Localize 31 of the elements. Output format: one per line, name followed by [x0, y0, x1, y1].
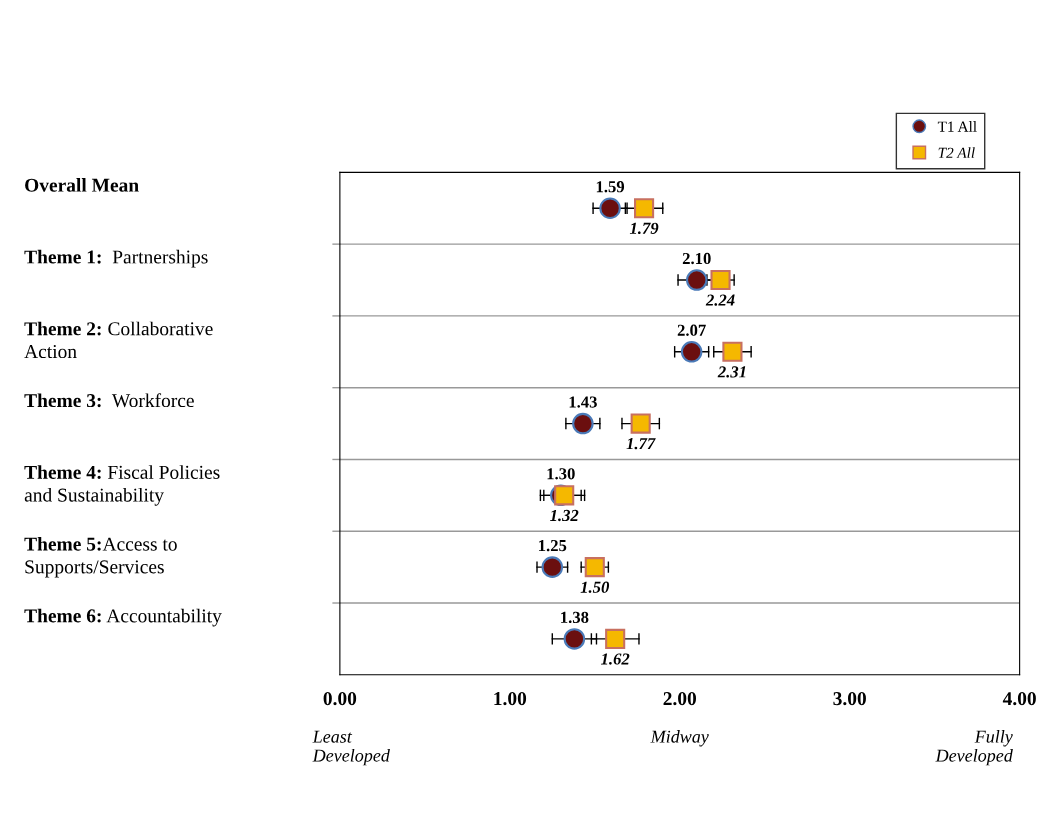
- y-tick-label: Theme 1: Partnerships: [24, 249, 208, 268]
- text: Least Developed: [312, 730, 390, 766]
- legend-label: T2 All: [938, 147, 975, 158]
- category-label: Theme 2: Collaborative Action: [24, 321, 213, 359]
- legend-label: T1 All: [937, 121, 977, 132]
- data-label: 1.25: [539, 540, 567, 552]
- text: Midway: [650, 730, 709, 747]
- data-label: 1.43: [569, 396, 597, 408]
- data-label: 2.24: [705, 294, 735, 306]
- y-tick-label: Theme 4: Fiscal Policies and Sustainability: [24, 465, 220, 506]
- data-label: 1.62: [600, 653, 630, 665]
- data-label: 2.31: [717, 366, 746, 378]
- data-label: 1.32: [550, 509, 579, 522]
- y-tick-label: Overall Mean: [25, 178, 139, 192]
- data-label: 1.59: [596, 181, 625, 193]
- x-tick-label: 0.00: [323, 692, 357, 706]
- data-label: 1.30: [547, 468, 575, 480]
- x-tick-label: 2.00: [663, 692, 697, 706]
- y-tick-label: Theme 5:Access to Supports/Services: [24, 536, 177, 578]
- y-tick-label: Theme 3: Workforce: [24, 393, 194, 408]
- x-tick-label: 3.00: [833, 692, 866, 706]
- data-label: 1.77: [626, 438, 656, 450]
- data-label: 1.79: [629, 222, 659, 235]
- y-tick-label: Theme 6: Accountability: [24, 608, 222, 627]
- text: Fully Developed: [935, 730, 1013, 766]
- data-label: 2.07: [677, 324, 706, 336]
- x-tick-label: 1.00: [494, 692, 527, 706]
- data-label: 1.50: [580, 581, 610, 593]
- data-label: 1.38: [561, 611, 589, 624]
- x-tick-label: 4.00: [1002, 692, 1036, 706]
- data-label: 2.10: [682, 252, 711, 265]
